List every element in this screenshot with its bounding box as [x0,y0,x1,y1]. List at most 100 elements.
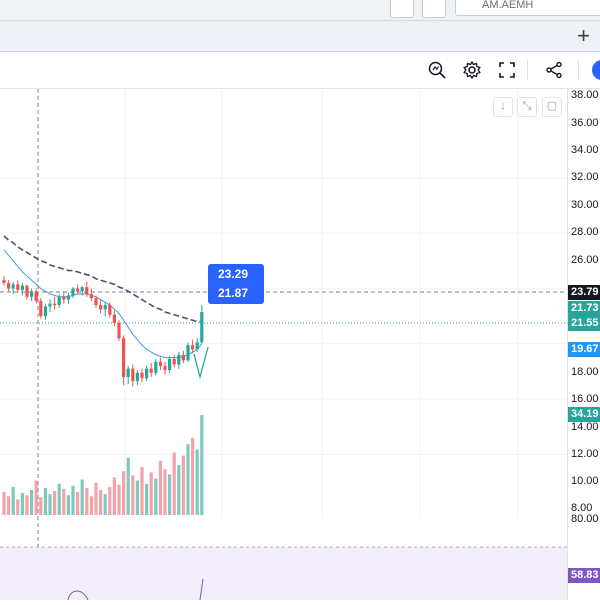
volume-bar [191,437,195,515]
volume-bar [76,492,80,515]
candle-body [108,305,112,315]
toolbar-divider [578,60,579,80]
price-chart[interactable] [0,89,567,601]
axis-tick: 14.00 [571,421,599,433]
indicator-pane [0,547,567,600]
volume-bar [85,487,89,515]
candle-body [16,284,20,290]
ma1-price-label: 21.73 [568,301,600,316]
volume-bar [43,487,47,515]
volume-bar [177,465,181,515]
crosshair-tooltip: 23.29 21.87 [208,264,264,304]
candle-body [140,372,144,379]
scroll-down-button[interactable]: ↓ [493,97,513,117]
candle-body [80,287,84,292]
candle-body [99,305,103,310]
indicator-line [199,578,204,601]
axis-tick: 18.00 [571,366,599,378]
axis-tick: 30.00 [571,199,599,211]
candle-body [154,361,158,373]
chart-toolbar [0,52,600,89]
candle-body [53,303,57,306]
axis-tick: 26.00 [571,254,599,266]
volume-bar [2,492,6,515]
volume-bar [131,475,135,515]
candle-body [43,306,47,317]
chart-area[interactable]: ↓ ⤡ ▢ [0,89,567,601]
candle-body [25,285,29,297]
volume-bar [149,472,153,515]
zoom-icon[interactable] [425,58,449,82]
volume-bar [103,494,107,515]
candle-body [94,298,98,306]
volume-bar [34,480,38,515]
volume-bar [62,488,66,515]
candle-body [34,291,38,301]
candle-body [76,288,80,292]
fullscreen-icon[interactable] [495,58,519,82]
volume-bar [200,415,204,515]
candle-body [39,300,43,317]
volume-bar [135,480,139,515]
candle-body [191,345,195,350]
layout-icon[interactable] [390,0,414,18]
volume-bar [80,479,84,515]
candle-body [11,284,15,289]
dropdown-icon[interactable] [422,0,446,18]
axis-tick: 12.00 [571,448,599,460]
candle-body [145,368,149,379]
volume-bar [108,486,112,515]
candle-body [112,314,116,324]
candle-body [71,288,75,296]
volume-bar [186,444,190,515]
candle-body [7,282,11,289]
candle-body [181,354,185,361]
candle-body [20,285,24,290]
volume-bar [94,482,98,515]
candle-body [200,311,204,343]
moving-average-dashed-line [3,235,202,323]
moving-average-line [3,249,203,359]
volume-bar [112,477,116,515]
ma3-price-label: 19.67 [568,342,600,357]
candle-body [30,291,34,297]
last-price-label: 23.79 [568,285,600,300]
candle-body [149,368,153,373]
volume-bar [181,455,185,515]
add-tab-button[interactable]: + [577,23,590,48]
drawing-mark [193,346,209,380]
indicator-line [67,590,89,601]
volume-bar [145,483,149,515]
candle-body [158,361,162,366]
volume-bar [99,490,103,515]
volume-bar [11,486,15,515]
volume-bar [154,478,158,515]
candle-body [66,295,70,300]
volume-bar [163,469,167,515]
maximize-button[interactable]: ▢ [542,97,562,117]
volume-bar [122,471,126,515]
settings-icon[interactable] [460,58,484,82]
axis-tick: 8.00 [571,502,593,514]
volume-bar [7,496,11,515]
collapse-button[interactable]: ⤡ [517,97,537,117]
ma2-price-label: 21.55 [568,316,600,331]
candle-body [168,358,172,371]
axis-tick: 28.00 [571,226,599,238]
share-icon[interactable] [542,58,566,82]
candle-body [48,303,52,307]
candle-body [177,354,181,365]
volume-bar [71,485,75,515]
tooltip-value-1: 23.29 [218,267,249,281]
tab-bar: + [0,21,600,52]
price-axis[interactable]: 38.00 36.00 34.00 32.00 30.00 28.00 26.0… [567,89,600,600]
search-input[interactable]: AM.AEMH [455,0,600,16]
axis-tick: 34.00 [571,144,599,156]
candle-body [103,305,107,310]
volume-bar [57,483,61,515]
volume-bar [66,495,70,515]
candle-body [126,368,130,377]
candle-body [122,338,126,377]
tooltip-value-2: 21.87 [218,286,249,300]
publish-icon[interactable] [592,60,600,80]
